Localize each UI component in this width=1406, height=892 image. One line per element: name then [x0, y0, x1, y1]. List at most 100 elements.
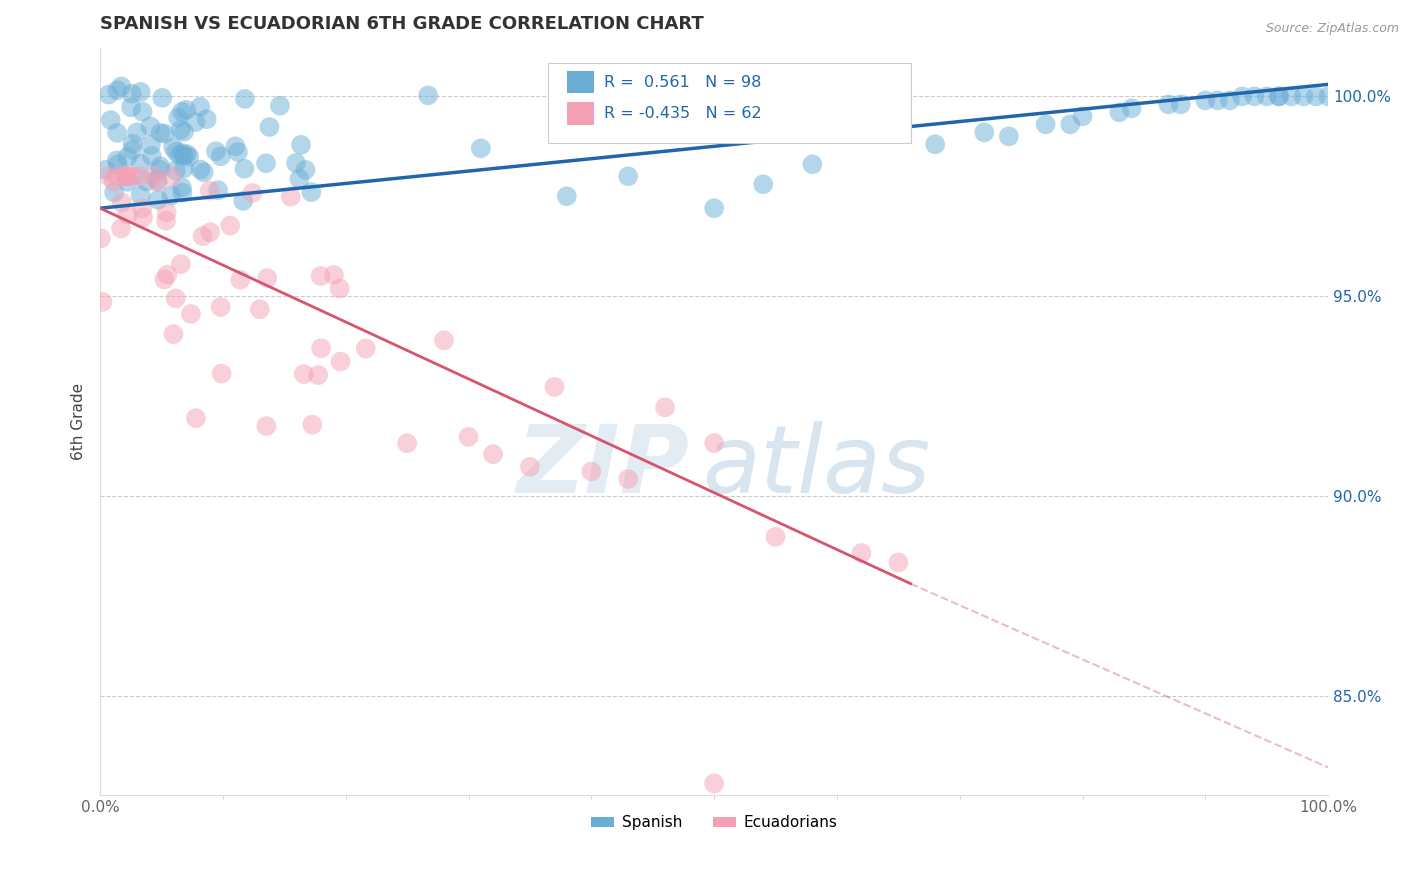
Point [170, 104, 193, 119]
Point [135, 174, 157, 188]
Point [1170, 97, 1192, 112]
Point [117, 208, 139, 222]
Point [191, 229, 214, 244]
Point [193, 165, 215, 179]
Point [129, 169, 152, 184]
Point [232, 194, 254, 208]
Point [103, 186, 125, 200]
Text: ZIP: ZIP [516, 421, 689, 513]
Point [121, 136, 143, 151]
Point [105, 83, 128, 97]
Point [110, 79, 132, 94]
Text: atlas: atlas [702, 421, 931, 512]
Point [1243, 89, 1265, 103]
Point [765, 530, 787, 544]
Point [256, 271, 278, 285]
Point [121, 87, 143, 101]
Point [170, 180, 193, 194]
Point [198, 184, 221, 198]
Point [457, 430, 479, 444]
Point [176, 147, 198, 161]
Point [173, 149, 195, 163]
Point [149, 126, 172, 140]
Point [94, 162, 117, 177]
Point [470, 141, 492, 155]
FancyBboxPatch shape [567, 70, 593, 94]
Point [195, 112, 218, 127]
Point [801, 157, 824, 171]
Point [153, 127, 176, 141]
FancyBboxPatch shape [567, 103, 593, 125]
Point [129, 188, 152, 202]
Point [105, 169, 128, 184]
Point [224, 139, 246, 153]
Legend: Spanish, Ecuadorians: Spanish, Ecuadorians [585, 809, 844, 837]
Point [103, 175, 125, 189]
Point [290, 137, 312, 152]
Point [205, 145, 228, 159]
Point [285, 156, 308, 170]
Point [294, 163, 316, 178]
Point [1206, 94, 1229, 108]
Point [219, 219, 242, 233]
Point [269, 98, 291, 112]
Point [117, 175, 139, 189]
Point [207, 183, 229, 197]
Point [1292, 89, 1315, 103]
Point [229, 273, 252, 287]
Point [131, 202, 153, 216]
Point [105, 153, 128, 168]
Point [121, 169, 143, 184]
Point [91, 294, 114, 309]
Point [105, 126, 128, 140]
Point [1268, 89, 1291, 103]
Point [703, 436, 725, 450]
Point [288, 172, 311, 186]
Point [233, 92, 256, 106]
Point [1108, 105, 1130, 120]
Point [97, 169, 120, 184]
Point [100, 113, 122, 128]
Point [1194, 94, 1216, 108]
Point [1059, 117, 1081, 131]
Point [329, 354, 352, 368]
Point [543, 380, 565, 394]
Point [323, 268, 346, 282]
Point [973, 125, 995, 139]
Point [292, 367, 315, 381]
Point [97, 87, 120, 102]
Point [150, 91, 173, 105]
Point [998, 129, 1021, 144]
Point [433, 334, 456, 348]
Point [146, 175, 169, 189]
Point [418, 88, 440, 103]
Point [115, 169, 138, 184]
Point [354, 342, 377, 356]
Text: R = -0.435   N = 62: R = -0.435 N = 62 [603, 106, 761, 121]
Point [1071, 109, 1094, 123]
Point [141, 149, 163, 163]
Point [111, 195, 134, 210]
Point [167, 111, 190, 125]
Point [299, 185, 322, 199]
Point [160, 188, 183, 202]
Point [184, 411, 207, 425]
Point [307, 368, 329, 383]
Point [1230, 89, 1253, 103]
Point [188, 100, 211, 114]
Point [125, 125, 148, 139]
FancyBboxPatch shape [548, 62, 911, 144]
Point [1305, 89, 1327, 103]
Point [309, 341, 332, 355]
Point [90, 231, 112, 245]
Point [110, 221, 132, 235]
Point [309, 268, 332, 283]
Point [180, 307, 202, 321]
Point [752, 178, 775, 192]
Point [1157, 97, 1180, 112]
Point [132, 211, 155, 225]
Point [174, 103, 197, 117]
Point [117, 169, 139, 184]
Point [155, 213, 177, 227]
Point [329, 281, 352, 295]
